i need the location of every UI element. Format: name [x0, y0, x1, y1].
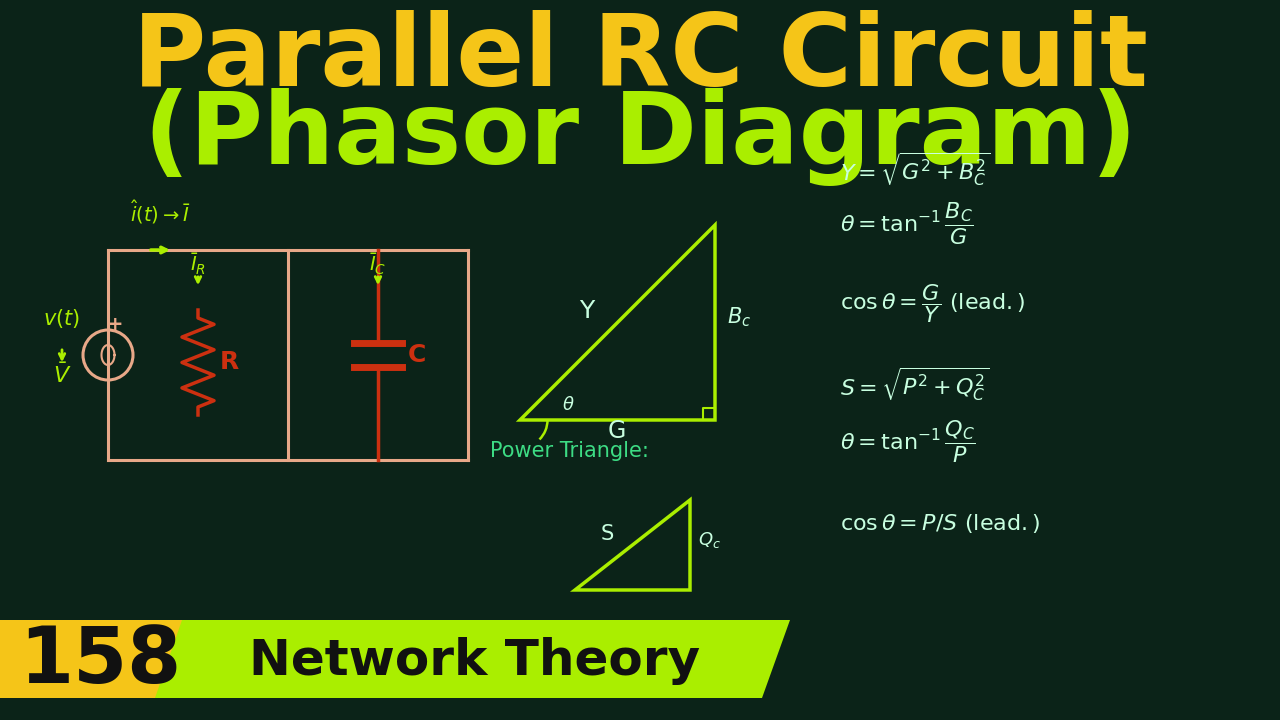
Text: Parallel RC Circuit: Parallel RC Circuit [133, 10, 1147, 107]
Text: $\bar{I}_R$: $\bar{I}_R$ [189, 252, 206, 277]
Text: $\theta = \tan^{-1}\dfrac{B_C}{G}$: $\theta = \tan^{-1}\dfrac{B_C}{G}$ [840, 201, 974, 247]
Text: $Y = \sqrt{G^2 + B_C^2}$: $Y = \sqrt{G^2 + B_C^2}$ [840, 150, 991, 188]
Text: $v(t)$: $v(t)$ [44, 307, 81, 330]
Text: (Phasor Diagram): (Phasor Diagram) [143, 88, 1137, 186]
Polygon shape [155, 620, 790, 698]
Text: $\bar{V}$: $\bar{V}$ [52, 363, 72, 387]
Text: S: S [600, 524, 613, 544]
Text: $\theta$: $\theta$ [562, 396, 575, 414]
Text: $B_c$: $B_c$ [727, 305, 751, 328]
Text: Y: Y [580, 299, 595, 323]
Text: $\cos\theta = \dfrac{G}{Y}\ \mathrm{(lead.)}$: $\cos\theta = \dfrac{G}{Y}\ \mathrm{(lea… [840, 282, 1025, 325]
Text: C: C [408, 343, 426, 367]
Text: Network Theory: Network Theory [250, 637, 700, 685]
Text: 158: 158 [19, 623, 182, 699]
Text: $Q_c$: $Q_c$ [698, 530, 721, 550]
Text: $\bar{I}_C$: $\bar{I}_C$ [370, 252, 387, 277]
Text: +: + [106, 315, 123, 335]
Text: G: G [608, 419, 626, 443]
Text: Power Triangle:: Power Triangle: [490, 441, 649, 461]
Text: $S = \sqrt{P^2 + Q_C^2}$: $S = \sqrt{P^2 + Q_C^2}$ [840, 365, 989, 402]
Text: $\cos\theta = P/S\ \mathrm{(lead.)}$: $\cos\theta = P/S\ \mathrm{(lead.)}$ [840, 512, 1041, 535]
Text: $\theta = \tan^{-1}\dfrac{Q_C}{P}$: $\theta = \tan^{-1}\dfrac{Q_C}{P}$ [840, 418, 975, 465]
Text: $\hat{i}(t) \rightarrow \bar{I}$: $\hat{i}(t) \rightarrow \bar{I}$ [131, 199, 191, 227]
Polygon shape [0, 620, 218, 698]
Text: R: R [220, 350, 239, 374]
